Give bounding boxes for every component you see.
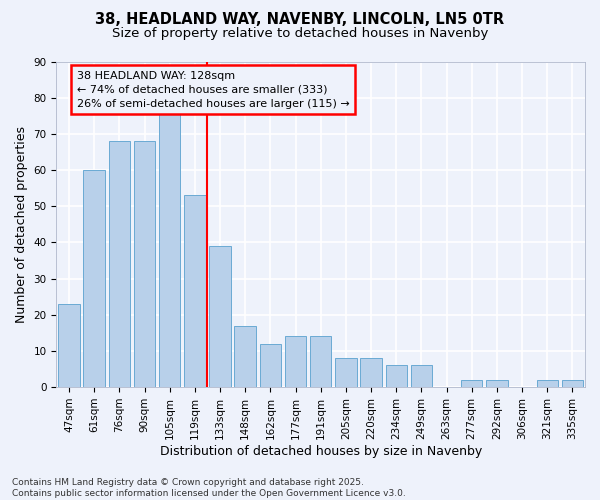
Bar — [235, 326, 256, 387]
Bar — [285, 336, 306, 387]
Bar — [486, 380, 508, 387]
Y-axis label: Number of detached properties: Number of detached properties — [15, 126, 28, 323]
Text: Contains HM Land Registry data © Crown copyright and database right 2025.
Contai: Contains HM Land Registry data © Crown c… — [12, 478, 406, 498]
Bar — [386, 366, 407, 387]
Text: 38, HEADLAND WAY, NAVENBY, LINCOLN, LN5 0TR: 38, HEADLAND WAY, NAVENBY, LINCOLN, LN5 … — [95, 12, 505, 28]
Bar — [184, 196, 206, 387]
Bar — [536, 380, 558, 387]
Bar — [58, 304, 80, 387]
Bar — [159, 112, 181, 387]
Bar — [562, 380, 583, 387]
Bar — [461, 380, 482, 387]
Bar — [335, 358, 356, 387]
Bar — [109, 141, 130, 387]
Bar — [310, 336, 331, 387]
Bar — [209, 246, 231, 387]
Text: 38 HEADLAND WAY: 128sqm
← 74% of detached houses are smaller (333)
26% of semi-d: 38 HEADLAND WAY: 128sqm ← 74% of detache… — [77, 70, 349, 108]
Bar — [260, 344, 281, 387]
Bar — [410, 366, 432, 387]
X-axis label: Distribution of detached houses by size in Navenby: Distribution of detached houses by size … — [160, 444, 482, 458]
Bar — [83, 170, 105, 387]
Bar — [361, 358, 382, 387]
Text: Size of property relative to detached houses in Navenby: Size of property relative to detached ho… — [112, 28, 488, 40]
Bar — [134, 141, 155, 387]
